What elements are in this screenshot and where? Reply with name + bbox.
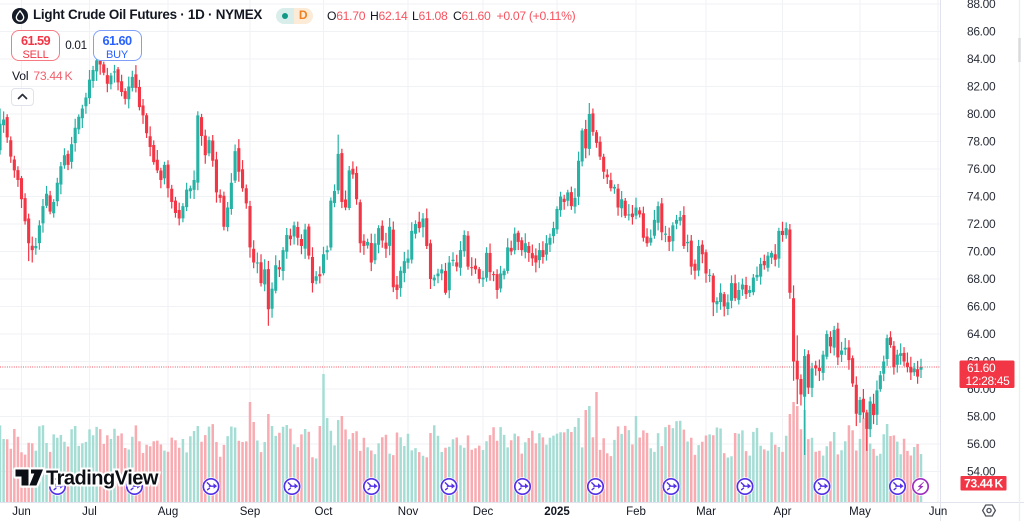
svg-text:70.00: 70.00 — [967, 245, 996, 259]
svg-text:54.00: 54.00 — [967, 465, 996, 479]
svg-text:Aug: Aug — [158, 506, 178, 518]
svg-text:Jun: Jun — [929, 506, 948, 518]
svg-text:74.00: 74.00 — [967, 190, 996, 204]
svg-text:Mar: Mar — [696, 506, 716, 518]
svg-text:82.00: 82.00 — [967, 80, 996, 94]
svg-text:84.00: 84.00 — [967, 52, 996, 66]
svg-text:Jul: Jul — [82, 506, 97, 518]
svg-text:TradingView: TradingView — [46, 468, 159, 490]
svg-text:61.60: 61.60 — [967, 361, 996, 375]
svg-text:Dec: Dec — [473, 506, 494, 518]
svg-text:Feb: Feb — [626, 506, 646, 518]
svg-text:May: May — [849, 506, 871, 518]
svg-text:56.00: 56.00 — [967, 437, 996, 451]
svg-text:86.00: 86.00 — [967, 25, 996, 39]
svg-text:80.00: 80.00 — [967, 107, 996, 121]
svg-text:76.00: 76.00 — [967, 162, 996, 176]
svg-text:72.00: 72.00 — [967, 217, 996, 231]
svg-text:2025: 2025 — [544, 506, 570, 518]
svg-text:58.00: 58.00 — [967, 410, 996, 424]
svg-text:68.00: 68.00 — [967, 272, 996, 286]
svg-text:88.00: 88.00 — [967, 0, 996, 11]
svg-text:12:28:45: 12:28:45 — [966, 374, 1011, 388]
svg-text:Apr: Apr — [774, 506, 792, 518]
svg-text:66.00: 66.00 — [967, 300, 996, 314]
svg-text:73.44 K: 73.44 K — [964, 476, 1003, 490]
svg-text:Sep: Sep — [240, 506, 260, 518]
svg-text:64.00: 64.00 — [967, 327, 996, 341]
svg-text:78.00: 78.00 — [967, 135, 996, 149]
svg-text:Oct: Oct — [315, 506, 334, 518]
svg-text:Jun: Jun — [12, 506, 31, 518]
svg-text:Nov: Nov — [398, 506, 419, 518]
